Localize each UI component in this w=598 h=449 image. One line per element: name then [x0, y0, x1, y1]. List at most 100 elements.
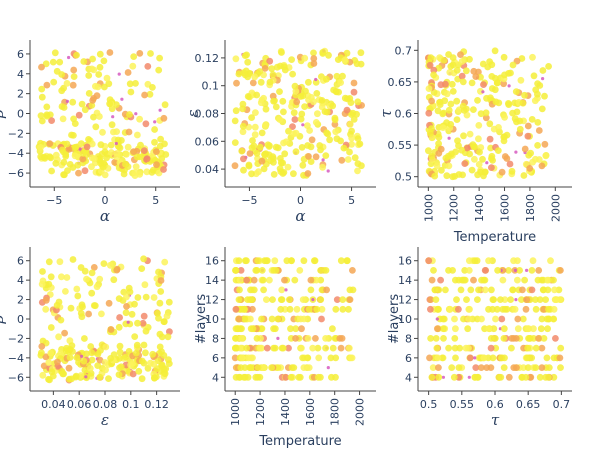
- x-tick-label: 2000: [549, 194, 562, 222]
- scatter-point: [133, 153, 141, 161]
- scatter-point: [300, 257, 308, 265]
- x-tick-label: 1200: [254, 398, 267, 426]
- scatter-point: [158, 108, 162, 112]
- scatter-point: [298, 144, 306, 151]
- scatter-point: [58, 273, 65, 281]
- scatter-point: [452, 325, 459, 333]
- scatter-point: [440, 335, 447, 342]
- y-axis-label: ε: [184, 109, 202, 117]
- x-tick-label: 1000: [422, 194, 435, 222]
- scatter-point: [270, 325, 277, 333]
- scatter-point: [45, 375, 52, 383]
- scatter-point: [534, 276, 542, 284]
- scatter-point: [304, 142, 311, 149]
- scatter-point: [498, 315, 506, 323]
- scatter-point: [71, 120, 79, 127]
- scatter-point: [290, 170, 297, 178]
- scatter-point: [538, 315, 546, 323]
- scatter-point: [90, 155, 98, 163]
- scatter-point: [453, 66, 461, 74]
- scatter-point: [151, 126, 159, 133]
- x-tick-label: −5: [46, 194, 62, 207]
- scatter-point: [540, 305, 547, 313]
- scatter-point: [437, 276, 444, 284]
- scatter-point: [69, 164, 77, 171]
- scatter-point: [475, 122, 483, 129]
- scatter-point: [111, 158, 119, 166]
- scatter-point: [332, 128, 340, 136]
- scatter-point: [286, 305, 294, 313]
- scatter-point: [232, 55, 240, 63]
- scatter-point: [556, 296, 564, 303]
- scatter-point: [163, 312, 171, 320]
- scatter-point: [446, 305, 453, 313]
- scatter-point: [134, 294, 142, 301]
- scatter-point: [337, 257, 345, 265]
- scatter-point: [75, 169, 82, 177]
- scatter-point: [538, 105, 546, 113]
- scatter-point: [257, 99, 265, 107]
- scatter-point: [297, 93, 305, 100]
- scatter-point: [284, 163, 292, 171]
- scatter-point: [127, 361, 134, 369]
- scatter-point: [42, 305, 50, 313]
- scatter-point: [89, 97, 97, 104]
- scatter-point: [485, 161, 489, 165]
- scatter-point: [453, 116, 461, 123]
- scatter-point: [165, 298, 173, 306]
- scatter-point: [122, 160, 129, 168]
- scatter-point: [83, 143, 91, 151]
- scatter-point: [465, 267, 473, 274]
- scatter-point: [292, 335, 299, 342]
- scatter-point: [234, 325, 241, 333]
- scatter-point: [269, 92, 277, 100]
- scatter-point: [232, 344, 240, 352]
- scatter-point: [432, 296, 440, 303]
- scatter-point: [156, 299, 164, 307]
- scatter-point: [440, 57, 448, 64]
- scatter-point: [249, 137, 256, 144]
- scatter-point: [253, 335, 261, 342]
- scatter-point: [291, 116, 299, 123]
- scatter-point: [438, 166, 445, 174]
- scatter-point: [490, 325, 498, 333]
- scatter-point: [494, 147, 502, 155]
- scatter-point: [107, 149, 115, 156]
- scatter-point: [126, 288, 134, 296]
- scatter-point: [495, 124, 502, 131]
- chart-p2: −5 0 5 0.04 0.06 0.08 0.1 0.12 α ε: [184, 40, 376, 225]
- scatter-point: [43, 103, 51, 111]
- y-tick-label: 0.12: [195, 52, 220, 65]
- scatter-point: [130, 148, 138, 156]
- scatter-point: [143, 168, 151, 176]
- scatter-point: [62, 288, 69, 295]
- scatter-point: [455, 364, 463, 371]
- scatter-point: [514, 257, 521, 265]
- scatter-point: [160, 166, 167, 173]
- scatter-point: [248, 114, 256, 121]
- scatter-point: [285, 127, 292, 135]
- scatter-point: [50, 78, 58, 86]
- scatter-point: [264, 141, 272, 149]
- scatter-point: [73, 51, 80, 59]
- scatter-point: [481, 90, 485, 94]
- scatter-point: [539, 67, 547, 74]
- scatter-point: [510, 335, 518, 342]
- scatter-point: [53, 67, 61, 75]
- scatter-point: [126, 111, 133, 118]
- y-tick-label: −2: [8, 332, 24, 345]
- scatter-point: [514, 276, 521, 284]
- scatter-point: [459, 78, 467, 86]
- scatter-point: [270, 171, 278, 178]
- scatter-point: [326, 136, 333, 144]
- scatter-point: [311, 257, 318, 265]
- scatter-point: [322, 335, 329, 342]
- scatter-point: [347, 354, 355, 362]
- scatter-point: [270, 97, 277, 105]
- scatter-point: [143, 155, 151, 163]
- scatter-point: [55, 333, 62, 341]
- scatter-point: [475, 161, 483, 168]
- scatter-point: [65, 145, 73, 153]
- x-tick-label: 5: [152, 194, 159, 207]
- scatter-point: [246, 150, 254, 157]
